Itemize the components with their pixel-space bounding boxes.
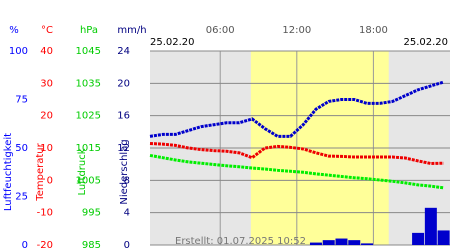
axis-unit: mm/h [117, 25, 146, 36]
y-tick-label: 40 [40, 46, 53, 57]
y-tick-label: 100 [9, 46, 28, 57]
y-tick-label: 1035 [76, 78, 101, 89]
y-tick-label: 0 [47, 175, 53, 186]
x-tick-label: 06:00 [206, 25, 235, 36]
precip-bar [437, 230, 450, 245]
precip-bar [424, 207, 437, 245]
y-tick-label: 1015 [76, 143, 101, 154]
axis-unit: hPa [80, 25, 98, 36]
y-tick-label: 0 [22, 240, 28, 250]
y-tick-label: 985 [82, 240, 101, 250]
y-tick-label: 12 [117, 143, 130, 154]
precip-bar [322, 240, 335, 245]
axis-title: Temperatur [35, 142, 46, 201]
axis-title: Luftfeuchtigkeit [3, 133, 14, 211]
y-tick-label: 20 [117, 78, 130, 89]
y-tick-label: 25 [15, 192, 28, 203]
series-line [149, 153, 444, 190]
created-note: Erstellt: 01.07.2025 10:52 [175, 236, 306, 247]
y-tick-label: 0 [124, 240, 130, 250]
y-tick-label: 30 [40, 78, 53, 89]
axis-title: Niederschlag [119, 139, 130, 204]
series-line [149, 141, 444, 166]
y-tick-label: -10 [37, 208, 53, 219]
precip-bar [348, 240, 361, 245]
y-tick-label: 1005 [76, 175, 101, 186]
series-line [149, 80, 445, 138]
x-tick-label: 18:00 [359, 25, 388, 36]
x-tick-label: 12:00 [282, 25, 311, 36]
y-tick-label: 24 [117, 46, 130, 57]
date-left: 25.02.20 [150, 37, 195, 48]
y-tick-label: 4 [124, 208, 130, 219]
y-tick-label: 995 [82, 208, 101, 219]
y-tick-label: -20 [37, 240, 53, 250]
y-tick-label: 75 [15, 95, 28, 106]
y-tick-label: 1045 [76, 46, 101, 57]
y-tick-label: 8 [124, 175, 130, 186]
y-tick-label: 1025 [76, 111, 101, 122]
precip-bar [335, 238, 348, 245]
axis-title: Luftdruck [77, 148, 88, 195]
axis-unit: % [9, 25, 19, 36]
axis-unit: °C [41, 25, 53, 36]
y-tick-label: 50 [15, 143, 28, 154]
precip-bar [309, 242, 322, 245]
precip-bar [412, 232, 425, 245]
date-right: 25.02.20 [403, 37, 448, 48]
y-tick-label: 10 [40, 143, 53, 154]
y-tick-label: 16 [117, 111, 130, 122]
precip-bar [361, 243, 374, 245]
y-tick-label: 20 [40, 111, 53, 122]
